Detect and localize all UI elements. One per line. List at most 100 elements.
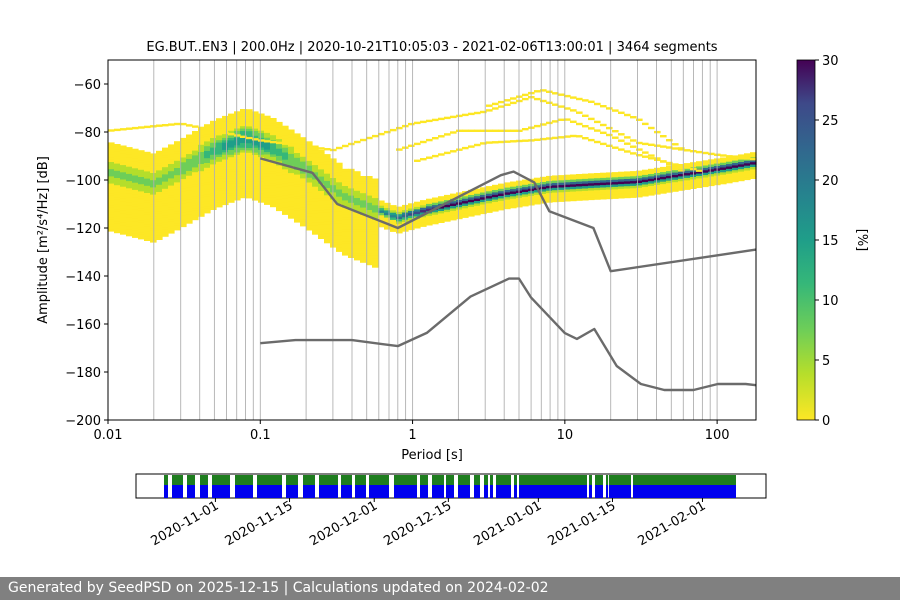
density-cell	[510, 200, 517, 204]
density-cell	[576, 198, 583, 201]
density-cell	[174, 189, 181, 192]
density-cell	[348, 180, 355, 184]
density-cell	[264, 178, 271, 181]
density-cell	[126, 175, 133, 179]
density-cell	[372, 264, 379, 268]
density-cell	[300, 158, 307, 162]
density-cell	[168, 156, 175, 160]
density-cell	[480, 110, 487, 114]
density-cell	[306, 172, 313, 176]
density-cell	[372, 180, 379, 184]
density-cell	[300, 221, 307, 224]
density-cell	[126, 197, 133, 201]
density-cell	[210, 156, 217, 160]
density-cell	[306, 158, 313, 161]
density-cell	[234, 188, 241, 191]
availability-green-segment	[187, 475, 195, 485]
density-cell	[498, 186, 505, 189]
density-cell	[606, 182, 613, 185]
density-cell	[624, 183, 631, 187]
density-cell	[720, 179, 727, 182]
density-cell	[462, 198, 469, 202]
density-cell	[204, 148, 211, 151]
density-cell	[246, 114, 253, 117]
density-cell	[276, 126, 283, 130]
density-cell	[270, 120, 277, 124]
density-cell	[186, 177, 193, 181]
availability-green-segment	[235, 475, 253, 485]
density-cell	[126, 226, 133, 230]
density-cell	[354, 140, 361, 144]
density-cell	[486, 210, 493, 213]
density-cell	[270, 190, 277, 193]
density-cell	[348, 204, 355, 208]
density-cell	[204, 198, 211, 202]
density-cell	[138, 195, 145, 199]
density-cell	[672, 189, 679, 192]
density-cell	[522, 198, 529, 202]
density-cell	[636, 182, 643, 186]
density-cell	[258, 178, 265, 182]
density-cell	[150, 208, 157, 212]
density-cell	[108, 154, 115, 158]
density-cell	[678, 169, 685, 172]
density-cell	[354, 188, 361, 191]
density-cell	[366, 176, 373, 179]
density-cell	[366, 136, 373, 140]
density-cell	[144, 163, 151, 167]
density-cell	[672, 184, 679, 187]
density-cell	[306, 141, 313, 145]
density-cell	[120, 159, 127, 163]
density-cell	[198, 156, 205, 160]
density-cell	[672, 186, 679, 190]
density-cell	[582, 176, 589, 179]
density-cell	[144, 173, 151, 177]
availability-blue-segment	[303, 485, 315, 498]
density-cell	[264, 161, 271, 165]
density-cell	[276, 129, 283, 132]
density-cell	[492, 129, 499, 132]
density-cell	[240, 152, 247, 155]
density-cell	[216, 142, 223, 145]
density-cell	[270, 158, 277, 162]
density-cell	[696, 178, 703, 181]
density-cell	[702, 172, 709, 176]
density-cell	[252, 176, 259, 179]
density-cell	[372, 226, 379, 230]
density-cell	[192, 147, 199, 151]
density-cell	[186, 144, 193, 147]
availability-blue-segment	[474, 485, 480, 498]
density-cell	[312, 191, 319, 194]
density-cell	[120, 215, 127, 218]
density-cell	[138, 167, 145, 170]
density-cell	[132, 151, 139, 154]
density-cell	[312, 179, 319, 182]
density-cell	[624, 173, 631, 177]
density-cell	[300, 223, 307, 227]
density-cell	[240, 147, 247, 151]
density-cell	[180, 169, 187, 172]
availability-blue-segment	[355, 485, 366, 498]
density-cell	[438, 153, 445, 156]
density-cell	[192, 212, 199, 216]
date-tick-label: 2020-11-01	[148, 498, 221, 549]
density-cell	[174, 162, 181, 166]
density-cell	[222, 123, 229, 126]
density-cell	[132, 235, 139, 238]
density-cell	[228, 140, 235, 143]
density-cell	[444, 204, 451, 208]
density-cell	[156, 165, 163, 168]
density-cell	[354, 204, 361, 208]
density-cell	[504, 182, 511, 186]
density-cell	[648, 190, 655, 194]
density-cell	[576, 181, 583, 184]
density-cell	[108, 214, 115, 218]
density-cell	[276, 169, 283, 173]
density-cell	[306, 215, 313, 219]
density-cell	[114, 194, 121, 198]
density-cell	[444, 209, 451, 213]
density-cell	[318, 154, 325, 158]
density-cell	[126, 149, 133, 153]
density-cell	[462, 205, 469, 209]
density-cell	[186, 141, 193, 145]
